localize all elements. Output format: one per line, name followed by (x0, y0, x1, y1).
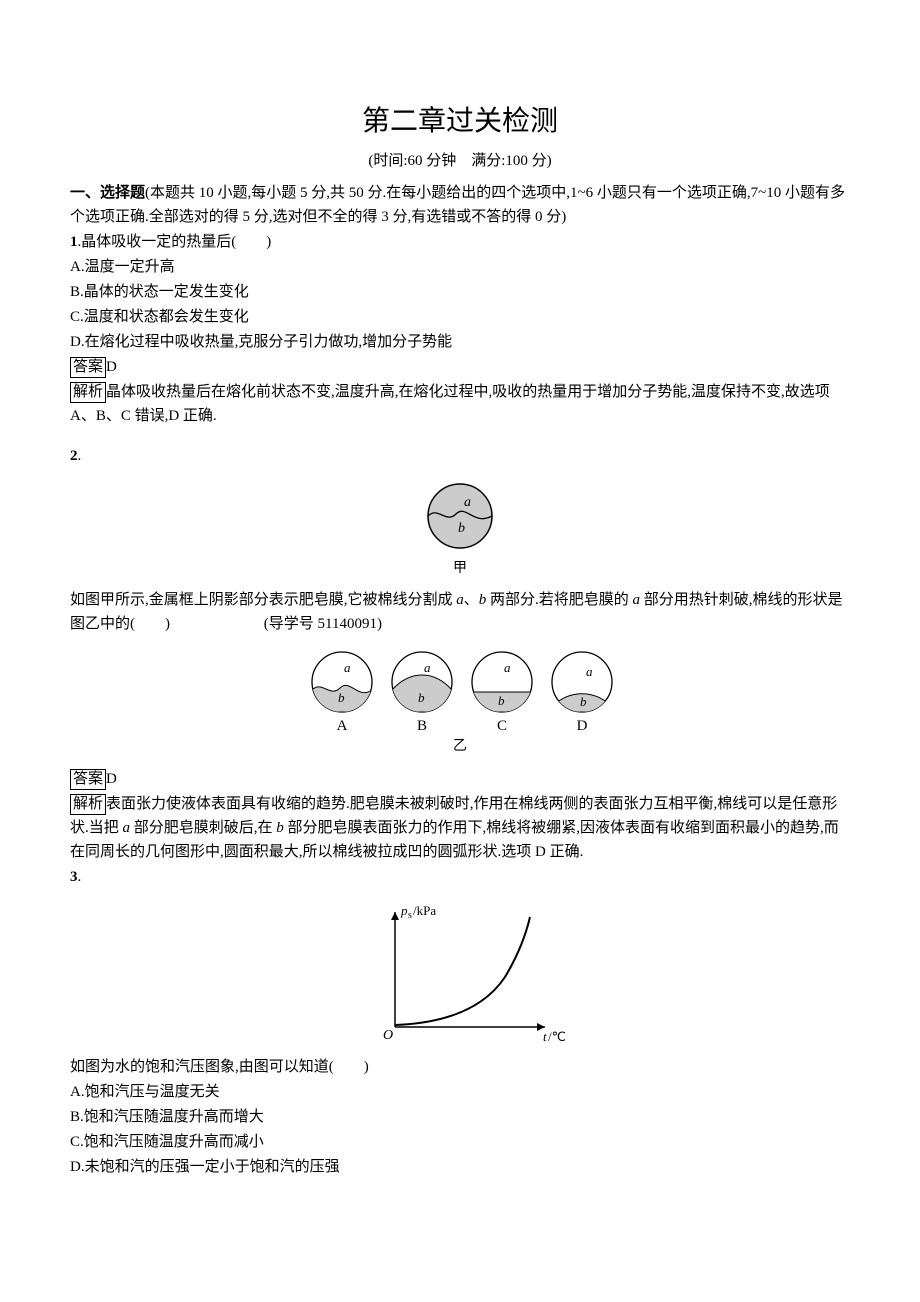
q1-explain-line: 解析晶体吸收热量后在熔化前状态不变,温度升高,在熔化过程中,吸收的热量用于增加分… (70, 380, 850, 428)
q3-option-b: B.饱和汽压随温度升高而增大 (70, 1105, 850, 1129)
q1-explain-label: 解析 (70, 382, 106, 404)
q1-text: .晶体吸收一定的热量后( ) (78, 234, 272, 250)
q3-number: 3 (70, 869, 78, 885)
q1-number: 1 (70, 234, 78, 250)
q2-fig2-label: 乙 (70, 736, 850, 758)
svg-text:a: a (586, 664, 593, 679)
svg-text:b: b (418, 690, 425, 705)
svg-text:a: a (344, 660, 351, 675)
q2-stem-pre: 如图甲所示,金属框上阴影部分表示肥皂膜,它被棉线分割成 (70, 592, 456, 608)
q2-explain-line: 解析表面张力使液体表面具有收缩的趋势.肥皂膜未被刺破时,作用在棉线两侧的表面张力… (70, 792, 850, 864)
q3-number-line: 3. (70, 865, 850, 889)
q2-fig1-label: 甲 (70, 558, 850, 580)
page-subtitle: (时间:60 分钟 满分:100 分) (70, 149, 850, 173)
svg-text:/℃: /℃ (548, 1029, 565, 1044)
section-1-heading: 一、选择题(本题共 10 小题,每小题 5 分,共 50 分.在每小题给出的四个… (70, 181, 850, 229)
q2-number: 2 (70, 448, 78, 464)
q1-stem: 1.晶体吸收一定的热量后( ) (70, 230, 850, 254)
q1-answer: D (106, 359, 117, 375)
svg-text:b: b (498, 693, 505, 708)
svg-text:a: a (424, 660, 431, 675)
page-title: 第二章过关检测 (70, 100, 850, 145)
svg-text:p: p (400, 903, 408, 918)
options-diagram-icon: a b a b a b (290, 644, 630, 734)
svg-text:t: t (543, 1029, 547, 1044)
svg-text:O: O (383, 1028, 393, 1043)
opt-d-label: D (577, 718, 588, 734)
section-1-label: 一、选择题 (70, 185, 145, 201)
q2-stem-post: 两部分.若将肥皂膜的 (486, 592, 632, 608)
svg-text:/kPa: /kPa (413, 903, 436, 918)
svg-text:a: a (464, 495, 471, 510)
q2-number-line: 2. (70, 444, 850, 468)
q1-option-a: A.温度一定升高 (70, 255, 850, 279)
svg-text:a: a (504, 660, 511, 675)
q2-answer-label: 答案 (70, 769, 106, 791)
q2-daoxue: (导学号 51140091) (264, 616, 382, 632)
q1-explain: 晶体吸收热量后在熔化前状态不变,温度升高,在熔化过程中,吸收的热量用于增加分子势… (70, 384, 830, 424)
svg-text:b: b (580, 694, 587, 709)
q1-answer-line: 答案D (70, 355, 850, 379)
opt-a-label: A (337, 718, 348, 734)
q2-explain-a: a (123, 820, 131, 836)
q3-option-c: C.饱和汽压随温度升高而减小 (70, 1130, 850, 1154)
q2-answer: D (106, 771, 117, 787)
q3-figure: p s /kPa t /℃ O (70, 897, 850, 1047)
q2-figure-2: a b a b a b (70, 644, 850, 758)
q2-stem: 如图甲所示,金属框上阴影部分表示肥皂膜,它被棉线分割成 a、b 两部分.若将肥皂… (70, 588, 850, 636)
q3-stem: 如图为水的饱和汽压图象,由图可以知道( ) (70, 1055, 850, 1079)
q2-figure-1: a b 甲 (70, 476, 850, 580)
q2-stem-mid: 、 (464, 592, 479, 608)
q1-option-d: D.在熔化过程中吸收热量,克服分子引力做功,增加分子势能 (70, 330, 850, 354)
opt-c-label: C (497, 718, 507, 734)
svg-text:b: b (458, 521, 465, 536)
q2-answer-line: 答案D (70, 767, 850, 791)
opt-b-label: B (417, 718, 427, 734)
soap-film-icon: a b (420, 476, 500, 556)
q1-option-c: C.温度和状态都会发生变化 (70, 305, 850, 329)
q2-explain-mid1: 部分肥皂膜刺破后,在 (130, 820, 276, 836)
q3-option-a: A.饱和汽压与温度无关 (70, 1080, 850, 1104)
q2-var-a-1: a (456, 592, 464, 608)
vapor-pressure-chart-icon: p s /kPa t /℃ O (355, 897, 565, 1047)
q2-explain-label: 解析 (70, 794, 106, 816)
q1-option-b: B.晶体的状态一定发生变化 (70, 280, 850, 304)
q1-answer-label: 答案 (70, 357, 106, 379)
svg-text:b: b (338, 690, 345, 705)
q2-var-a-2: a (633, 592, 641, 608)
svg-text:s: s (408, 910, 412, 921)
section-1-instructions: (本题共 10 小题,每小题 5 分,共 50 分.在每小题给出的四个选项中,1… (70, 185, 845, 225)
q3-option-d: D.未饱和汽的压强一定小于饱和汽的压强 (70, 1155, 850, 1179)
q2-explain-b: b (276, 820, 284, 836)
